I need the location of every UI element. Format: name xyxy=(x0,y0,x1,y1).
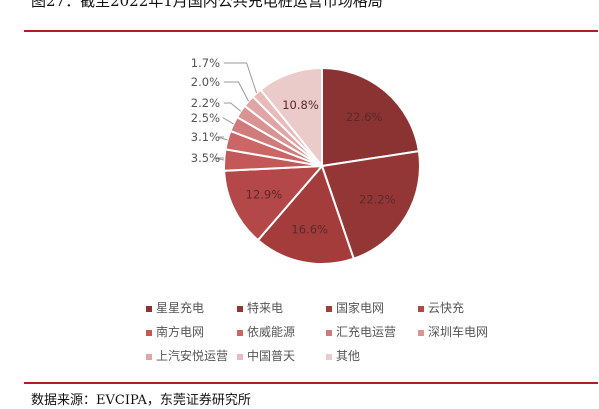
slice-5-leader-line xyxy=(214,157,225,161)
slice-10-leader-line xyxy=(224,62,258,94)
legend-swatch xyxy=(418,330,424,336)
legend-label: 其他 xyxy=(336,349,360,363)
legend-label: 深圳车电网 xyxy=(428,324,488,339)
slice-7-leader-line xyxy=(221,117,234,125)
legend-item-11: 其他 xyxy=(326,349,360,363)
legend-label: 汇充电运营 xyxy=(336,324,396,339)
legend-swatch xyxy=(146,306,152,312)
legend-label: 国家电网 xyxy=(336,300,384,315)
legend-swatch xyxy=(146,330,152,336)
slice-9-leader-line xyxy=(224,81,249,102)
legend-swatch xyxy=(326,330,332,336)
legend-swatch xyxy=(326,306,332,312)
slice-11-wedge xyxy=(259,66,323,169)
slice-3-value-label: 16.6% xyxy=(291,223,328,237)
legend-label: 特来电 xyxy=(247,300,283,315)
legend-item-7: 汇充电运营 xyxy=(326,324,396,339)
legend-swatch xyxy=(418,306,424,312)
slice-2-wedge xyxy=(320,149,421,261)
legend-swatch xyxy=(237,306,243,312)
slice-9-value-label: 2.0% xyxy=(191,75,220,89)
slice-5-value-label: 3.5% xyxy=(191,151,220,165)
legend-item-6: 依威能源 xyxy=(237,324,295,339)
figure-title: 图27：截至2022年1月国内公共充电桩运营市场格局 xyxy=(31,0,383,10)
slice-6-leader-line xyxy=(217,136,228,141)
legend-swatch xyxy=(237,354,243,360)
pie-slices xyxy=(223,66,421,265)
legend-item-1: 星星充电 xyxy=(146,300,204,315)
slice-4-wedge xyxy=(223,164,325,242)
legend-item-8: 深圳车电网 xyxy=(418,324,488,339)
slice-2-value-label: 22.2% xyxy=(359,193,396,207)
source-note: 数据来源：EVCIPA，东莞证券研究所 xyxy=(31,393,251,408)
legend-label: 中国普天 xyxy=(247,348,295,363)
slice-11-value-label: 10.8% xyxy=(282,98,319,112)
legend-label: 上汽安悦运营 xyxy=(156,348,228,363)
legend-label: 云快充 xyxy=(428,300,464,315)
legend-label: 依威能源 xyxy=(247,324,295,339)
legend-swatch xyxy=(146,354,152,360)
slice-8-leader-line xyxy=(224,102,242,112)
slice-4-value-label: 12.9% xyxy=(246,187,283,201)
slice-1-value-label: 22.6% xyxy=(346,110,383,124)
legend-item-5: 南方电网 xyxy=(146,324,204,339)
legend-item-3: 国家电网 xyxy=(326,300,384,315)
pie-labels: 22.6% 22.2% 16.6% 12.9% 10.8% 1.7% 2.0% 2.2%2.5… xyxy=(191,56,396,237)
legend-item-2: 特来电 xyxy=(237,300,283,315)
legend-label: 南方电网 xyxy=(156,324,204,339)
legend-item-9: 上汽安悦运营 xyxy=(146,348,228,363)
legend-swatch xyxy=(326,354,332,360)
slice-8-value-label: 2.2% xyxy=(191,96,220,110)
slice-6-value-label: 3.1% xyxy=(191,130,220,144)
legend-label: 星星充电 xyxy=(156,300,204,315)
legend-item-4: 云快充 xyxy=(418,300,464,315)
top-divider xyxy=(24,30,598,32)
slice-1-wedge xyxy=(321,66,421,168)
legend-swatch xyxy=(237,330,243,336)
legend-item-10: 中国普天 xyxy=(237,348,295,363)
slice-7-value-label: 2.5% xyxy=(191,111,220,125)
slice-10-value-label: 1.7% xyxy=(191,56,220,70)
bottom-divider xyxy=(24,382,598,384)
slice-3-wedge xyxy=(256,164,355,265)
